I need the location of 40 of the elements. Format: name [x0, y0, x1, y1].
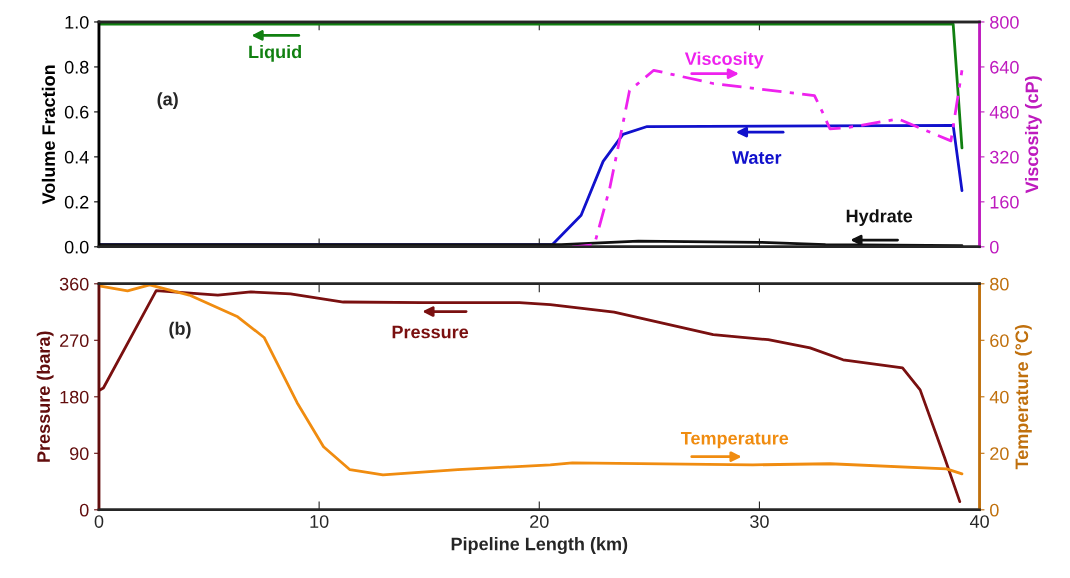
y-tick-label: 360 — [59, 277, 89, 291]
x-axis-title: Pipeline Length (km) — [451, 537, 628, 554]
y-tick-label: 270 — [60, 334, 89, 348]
y-axis-title: Volume Fraction — [41, 65, 56, 205]
annotation: (a) — [157, 92, 178, 110]
series-label: Viscosity — [684, 51, 764, 69]
y-tick-label: 1.0 — [65, 15, 89, 29]
y2-tick-label: 40 — [989, 390, 1009, 404]
x-tick-label: 0 — [94, 515, 104, 528]
legend-label: Liquid — [249, 45, 301, 62]
x-tick-label: 20 — [530, 515, 549, 528]
legend-label: Water — [732, 151, 782, 164]
y-tick-label: 0.2 — [64, 195, 89, 209]
y2-axis-title: Temperature (°C) — [1014, 325, 1032, 470]
y2-tick-label: 160 — [990, 195, 1019, 209]
y-tick-label: 90 — [70, 447, 89, 461]
x-tick-label: 30 — [750, 515, 769, 528]
y2-tick-label: 320 — [990, 150, 1019, 164]
annotation: (b) — [169, 321, 191, 339]
y-tick-label: 180 — [60, 390, 89, 404]
x-tick-label: 40 — [969, 515, 989, 528]
y2-tick-label: 0 — [990, 503, 999, 517]
y2-tick-label: 60 — [990, 334, 1009, 348]
y2-tick-label: 20 — [990, 447, 1009, 461]
series-label: Temperature — [680, 431, 789, 449]
y-tick-label: 0.8 — [64, 60, 89, 74]
y2-tick-label: 0 — [990, 240, 999, 254]
y2-axis-title: Viscosity (cP) — [1024, 76, 1042, 194]
y-tick-label: 0.6 — [64, 105, 89, 119]
y2-tick-label: 480 — [989, 105, 1019, 119]
legend-label: Pressure — [392, 325, 469, 339]
series-label: Hydrate — [846, 209, 913, 226]
y-tick-label: 0.0 — [64, 240, 89, 254]
y2-tick-label: 80 — [990, 277, 1009, 291]
y-tick-label: 0.4 — [64, 150, 89, 164]
y-axis-title: Pressure (bara) — [36, 331, 54, 462]
y2-tick-label: 800 — [990, 15, 1019, 29]
y2-tick-label: 640 — [990, 60, 1019, 74]
y-tick-label: 0 — [79, 503, 89, 517]
x-tick-label: 10 — [310, 515, 329, 528]
